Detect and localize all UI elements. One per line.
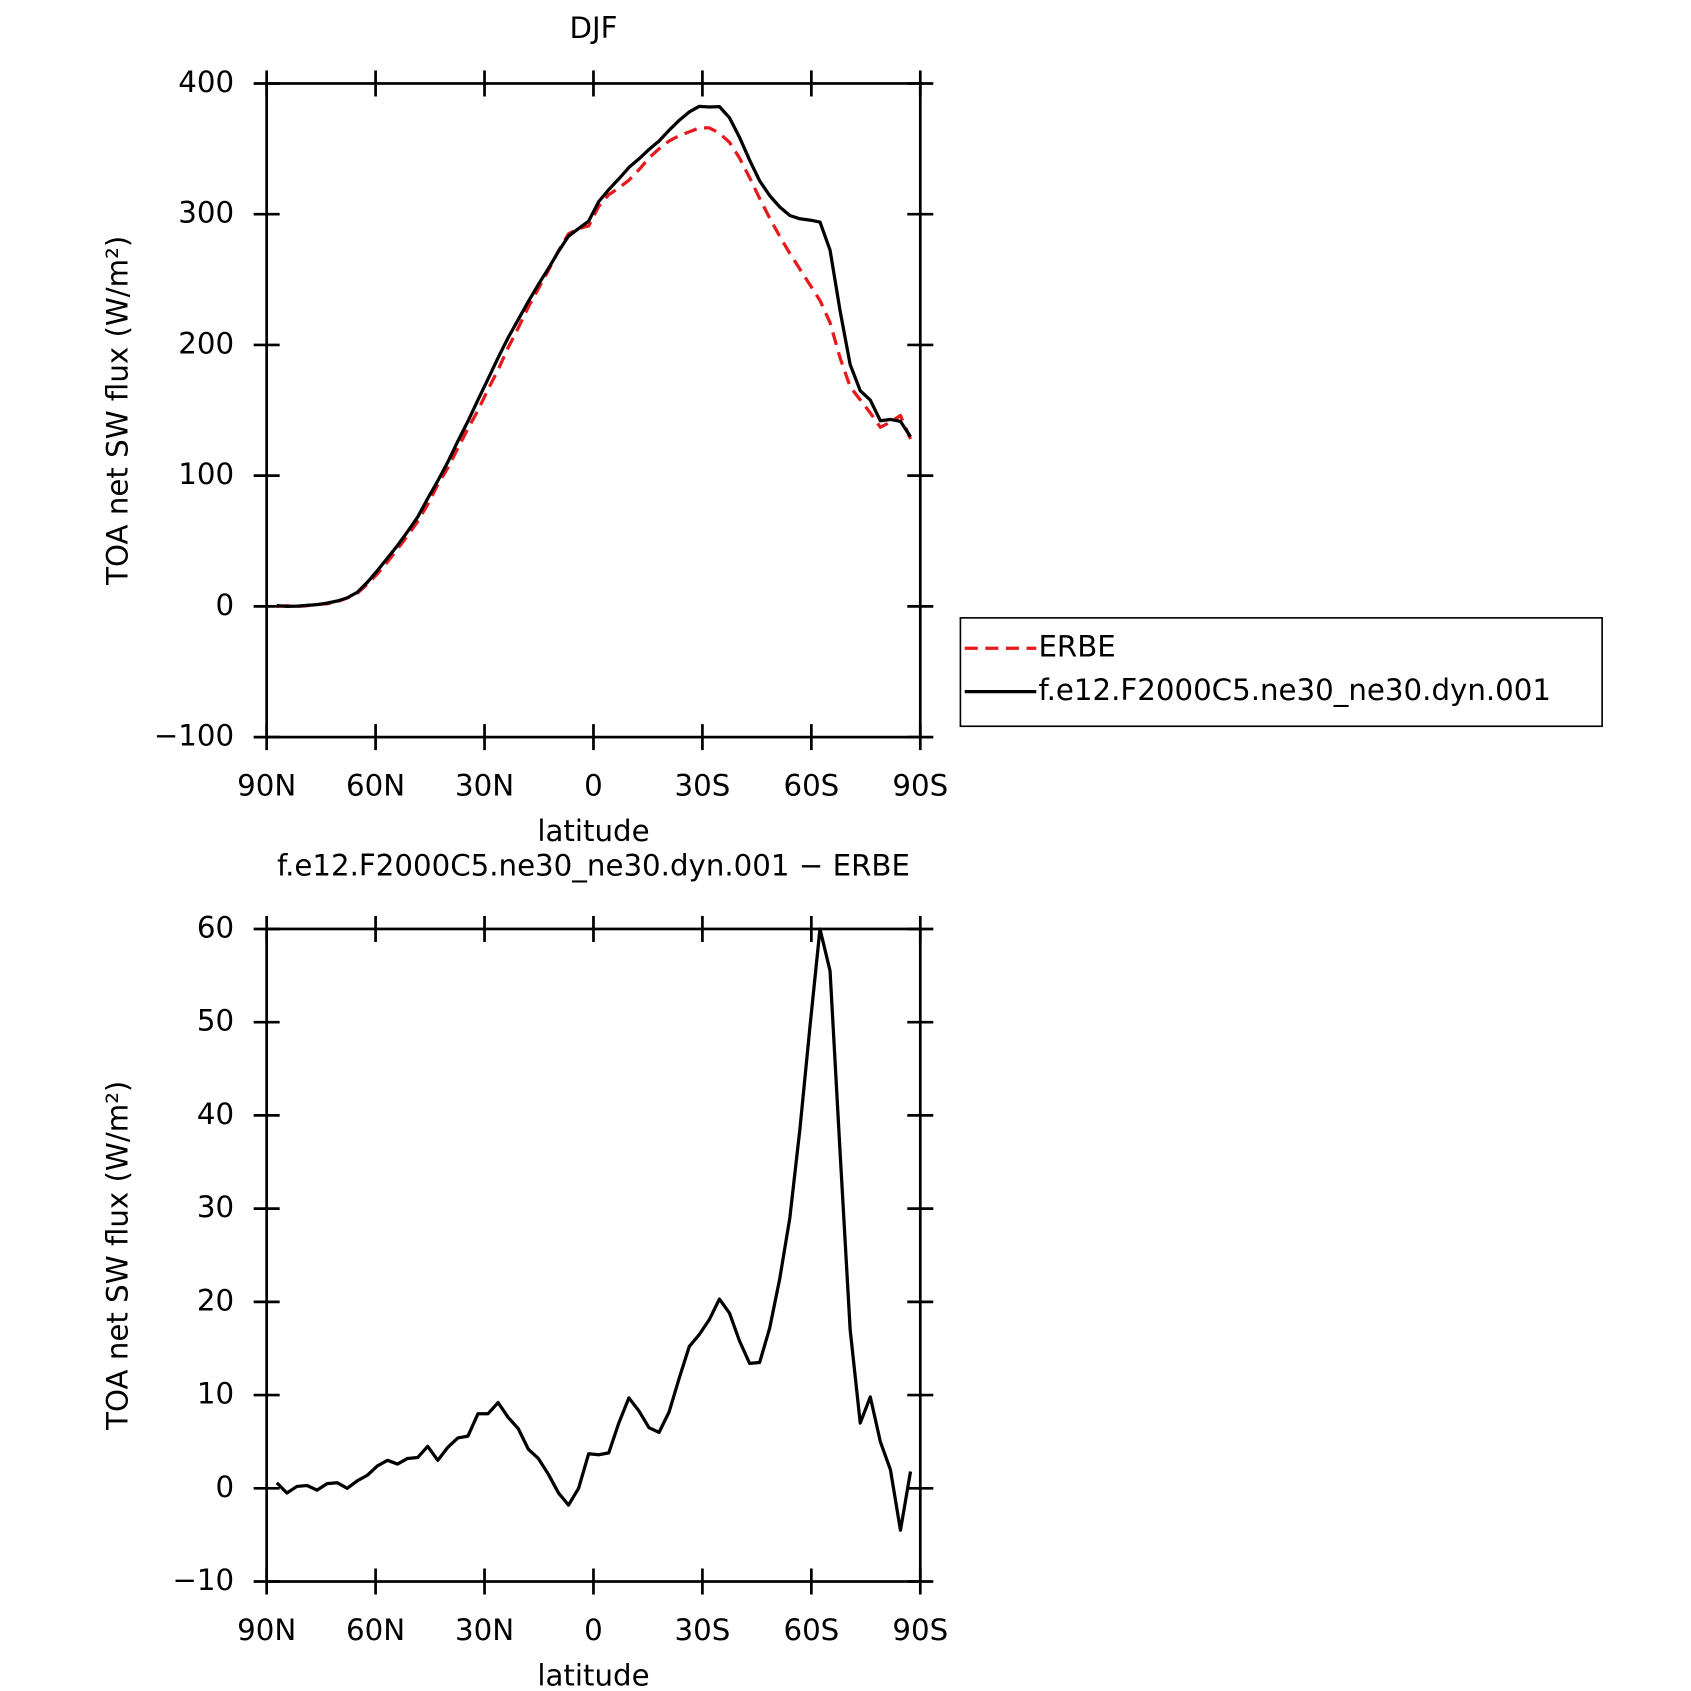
legend-box bbox=[959, 617, 1603, 728]
x-tick-label: 60S bbox=[783, 768, 839, 802]
y-axis-label: TOA net SW flux (W/m²) bbox=[101, 236, 135, 586]
legend: ERBE f.e12.F2000C5.ne30_ne30.dyn.001 bbox=[959, 617, 1603, 728]
x-tick-label: 30S bbox=[675, 1613, 731, 1647]
y-tick-label: 50 bbox=[197, 1004, 234, 1038]
x-tick-label: 0 bbox=[584, 768, 603, 802]
y-tick-label: −100 bbox=[154, 719, 234, 753]
x-tick-label: 60N bbox=[346, 1613, 405, 1647]
chart-title: f.e12.F2000C5.ne30_ne30.dyn.001 − ERBE bbox=[277, 849, 910, 883]
x-tick-label: 60S bbox=[783, 1613, 839, 1647]
y-tick-label: 30 bbox=[197, 1190, 234, 1224]
data-line bbox=[275, 927, 913, 1532]
plot-frame bbox=[265, 927, 922, 1583]
x-tick-label: 30S bbox=[675, 768, 731, 802]
legend-label: ERBE bbox=[1038, 630, 1115, 664]
x-tick-label: 90S bbox=[892, 1613, 948, 1647]
y-tick-label: 300 bbox=[178, 196, 234, 230]
y-tick-label: 100 bbox=[178, 457, 234, 491]
y-tick-label: 0 bbox=[216, 588, 235, 622]
y-tick-label: 10 bbox=[197, 1377, 234, 1411]
y-tick-label: 20 bbox=[197, 1283, 234, 1317]
y-tick-label: 400 bbox=[178, 65, 234, 99]
x-tick-label: 90N bbox=[237, 1613, 296, 1647]
x-axis-label: latitude bbox=[537, 1658, 649, 1691]
plot: f.e12.F2000C5.ne30_ne30.dyn.001 − ERBE la… bbox=[101, 849, 948, 1691]
x-tick-label: 90S bbox=[892, 768, 948, 802]
x-axis-label: latitude bbox=[537, 814, 649, 848]
plot: DJF latitude TOA net SW flux (W/m²) 90N 60N 3… bbox=[101, 11, 948, 848]
x-tick-label: 60N bbox=[346, 768, 405, 802]
x-tick-label: 0 bbox=[584, 1613, 603, 1647]
chart-title: DJF bbox=[569, 11, 617, 45]
x-tick-label: 30N bbox=[455, 768, 514, 802]
y-tick-label: 0 bbox=[216, 1470, 235, 1504]
plot-frame bbox=[265, 82, 922, 739]
y-tick-label: −10 bbox=[172, 1563, 234, 1597]
y-tick-label: 200 bbox=[178, 326, 234, 360]
y-axis-label: TOA net SW flux (W/m²) bbox=[101, 1081, 135, 1431]
x-tick-label: 30N bbox=[455, 1613, 514, 1647]
y-tick-label: 60 bbox=[197, 910, 234, 944]
y-tick-label: 40 bbox=[197, 1097, 234, 1131]
x-tick-label: 90N bbox=[237, 768, 296, 802]
legend-label: f.e12.F2000C5.ne30_ne30.dyn.001 bbox=[1038, 673, 1551, 707]
data-line bbox=[276, 126, 913, 609]
data-line bbox=[276, 104, 912, 609]
